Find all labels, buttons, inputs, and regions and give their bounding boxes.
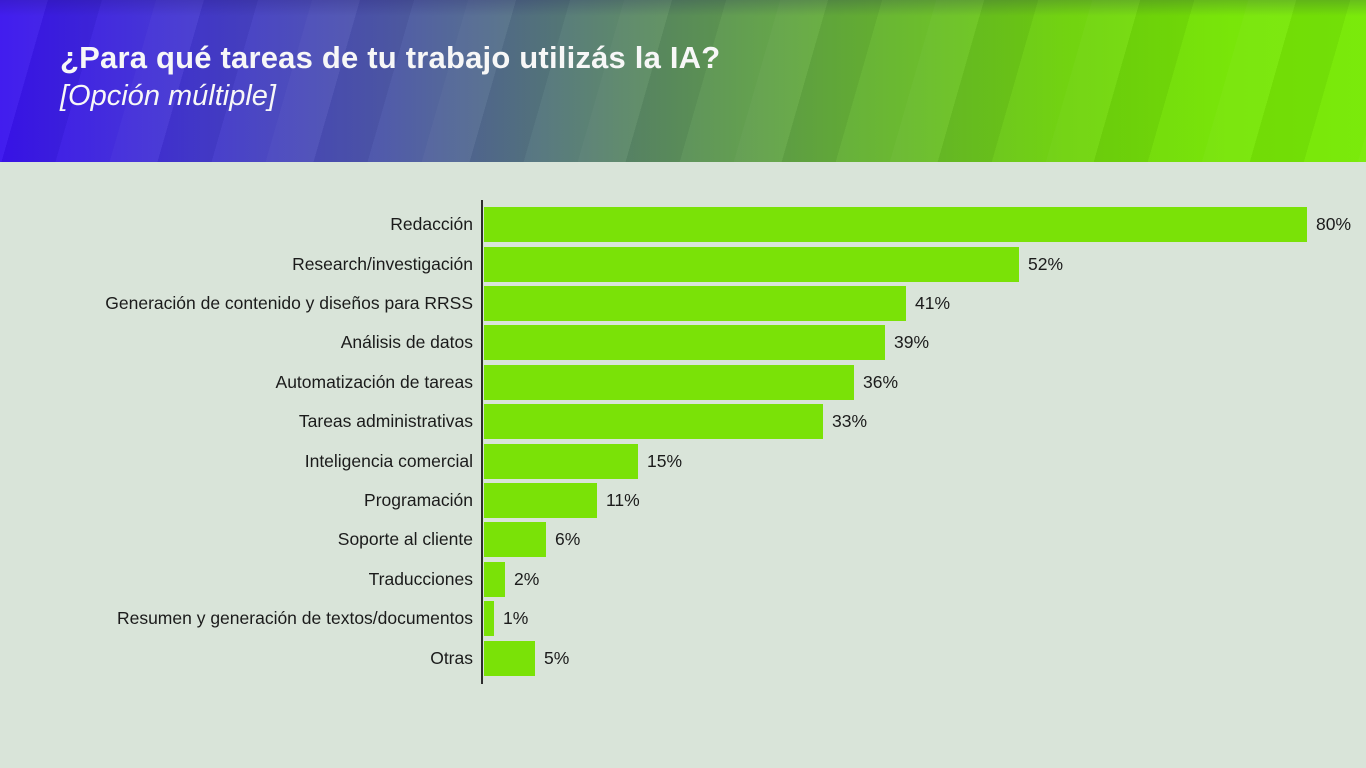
bar-row: Soporte al cliente 6% xyxy=(0,520,1366,559)
value-label: 2% xyxy=(514,568,540,589)
bar-row: Análisis de datos 39% xyxy=(0,323,1366,362)
bar-row: Otras 5% xyxy=(0,638,1366,677)
category-label: Soporte al cliente xyxy=(337,529,473,550)
value-label: 33% xyxy=(832,411,868,432)
bar xyxy=(484,404,823,440)
bar xyxy=(484,286,906,322)
page-subtitle: [Opción múltiple] xyxy=(60,80,276,112)
page-title: ¿Para qué tareas de tu trabajo utilizás … xyxy=(60,40,721,75)
value-label: 52% xyxy=(1028,253,1064,274)
bar-row: Research/investigación 52% xyxy=(0,244,1366,283)
bar xyxy=(484,561,505,597)
bar-row: Generación de contenido y diseños para R… xyxy=(0,284,1366,323)
bar xyxy=(484,522,546,558)
bar xyxy=(484,601,494,637)
header-banner: ¿Para qué tareas de tu trabajo utilizás … xyxy=(0,0,1366,162)
bar xyxy=(484,325,885,361)
category-label: Inteligencia comercial xyxy=(304,450,473,471)
bar xyxy=(484,483,597,519)
bar-row: Inteligencia comercial 15% xyxy=(0,441,1366,480)
bar xyxy=(484,207,1307,243)
bar-row: Traducciones 2% xyxy=(0,560,1366,599)
y-axis-line xyxy=(481,200,483,684)
value-label: 39% xyxy=(894,332,930,353)
bar-row: Automatización de tareas 36% xyxy=(0,363,1366,402)
category-label: Research/investigación xyxy=(292,253,473,274)
bar-chart: Redacción 80% Research/investigación 52% Gen… xyxy=(0,200,1366,684)
bar-row: Tareas administrativas 33% xyxy=(0,402,1366,441)
value-label: 5% xyxy=(544,647,570,668)
bar xyxy=(484,443,638,479)
category-label: Redacción xyxy=(390,214,473,235)
value-label: 41% xyxy=(915,293,951,314)
bar xyxy=(484,246,1019,282)
value-label: 15% xyxy=(647,450,683,471)
category-label: Automatización de tareas xyxy=(275,371,473,392)
category-label: Tareas administrativas xyxy=(298,411,473,432)
bar-row: Resumen y generación de textos/documento… xyxy=(0,599,1366,638)
bar xyxy=(484,640,535,676)
category-label: Traducciones xyxy=(368,568,473,589)
value-label: 36% xyxy=(863,371,899,392)
header-text-block: ¿Para qué tareas de tu trabajo utilizás … xyxy=(60,38,720,114)
category-label: Resumen y generación de textos/documento… xyxy=(116,608,473,629)
bar xyxy=(484,364,854,400)
category-label: Programación xyxy=(364,490,473,511)
category-label: Otras xyxy=(430,647,473,668)
category-label: Generación de contenido y diseños para R… xyxy=(105,293,473,314)
value-label: 80% xyxy=(1316,214,1352,235)
value-label: 6% xyxy=(555,529,581,550)
bar-row: Redacción 80% xyxy=(0,205,1366,244)
bar-row: Programación 11% xyxy=(0,481,1366,520)
value-label: 1% xyxy=(503,608,529,629)
bar-rows: Redacción 80% Research/investigación 52% Gen… xyxy=(0,205,1366,678)
value-label: 11% xyxy=(606,490,640,511)
category-label: Análisis de datos xyxy=(340,332,473,353)
